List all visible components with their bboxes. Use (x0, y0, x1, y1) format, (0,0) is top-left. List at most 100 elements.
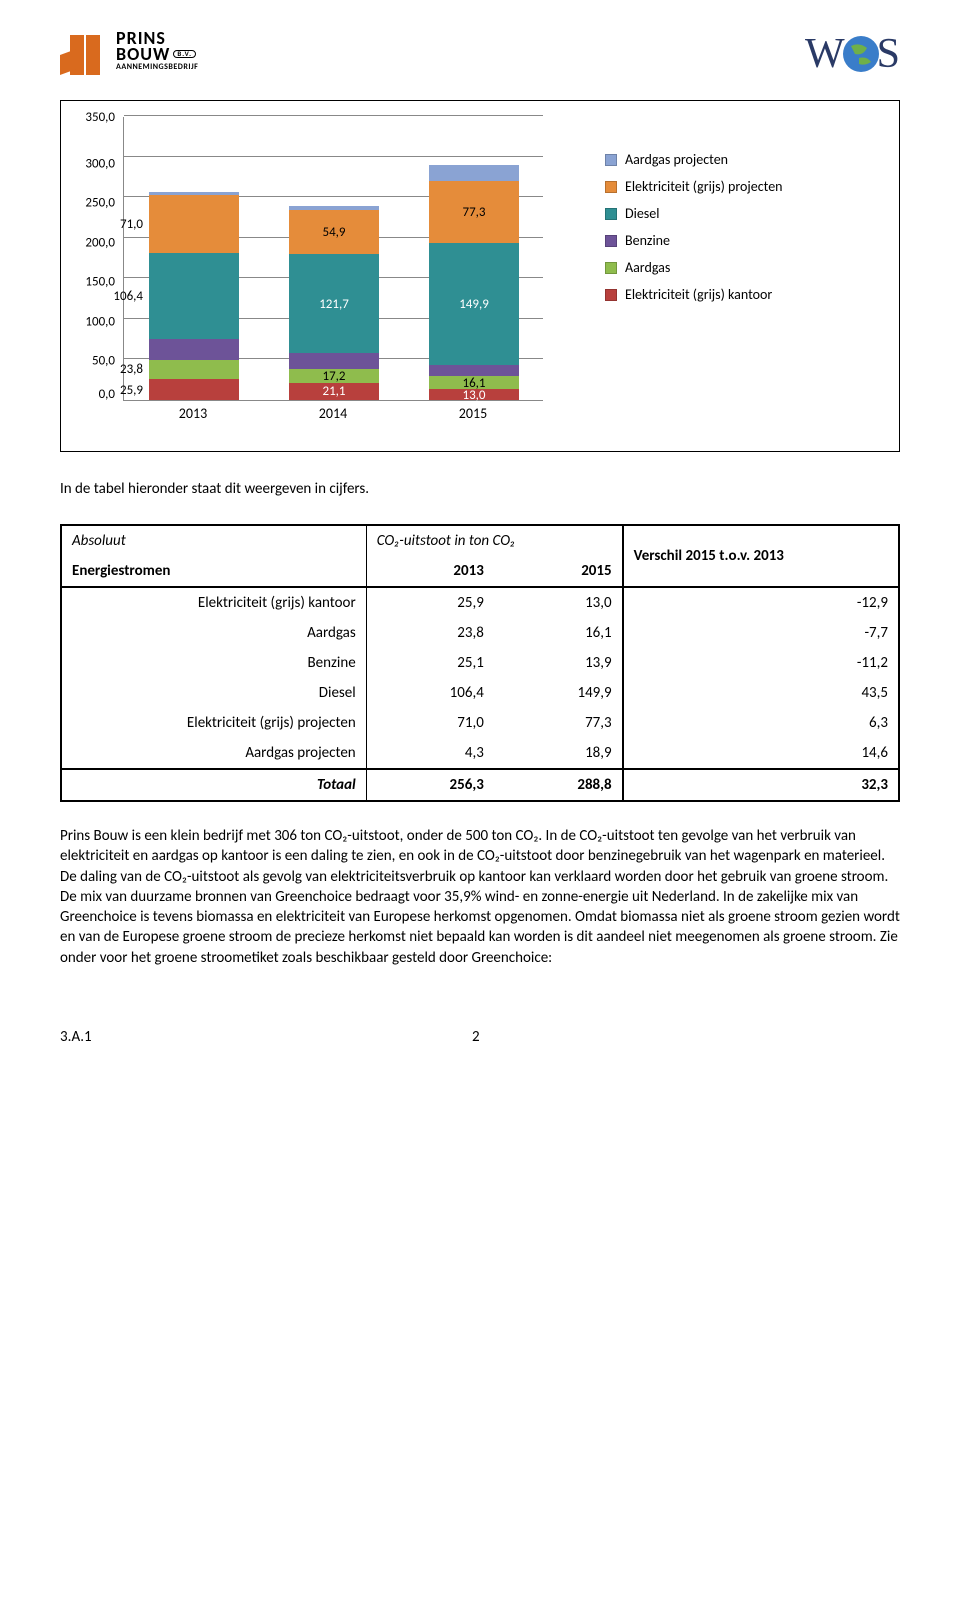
bar-label: 54,9 (322, 225, 345, 240)
seg-benzine (429, 365, 519, 376)
seg-elek_kantoor (149, 379, 239, 400)
logo-text-2: BOUW B.V. (116, 46, 198, 62)
swatch-icon (605, 289, 617, 301)
globe-icon (841, 34, 881, 74)
row-2015: 16,1 (494, 618, 623, 648)
x-label: 2013 (123, 405, 263, 422)
chart-legend: Aardgas projecten Elektriciteit (grijs) p… (591, 111, 883, 441)
bar-label: 23,8 (120, 362, 149, 377)
bar-label: 71,0 (120, 217, 149, 232)
page-footer: 3.A.1 2 (60, 1028, 900, 1046)
logo-prins-bouw: PRINS BOUW B.V. AANNEMINGSBEDRIJF (60, 30, 198, 80)
row-label: Aardgas (61, 618, 366, 648)
seg-benzine (289, 353, 379, 369)
hdr-2015: 2015 (494, 556, 623, 587)
body-paragraph: Prins Bouw is een klein bedrijf met 306 … (60, 826, 900, 968)
legend-item-elek_projecten: Elektriciteit (grijs) projecten (605, 178, 883, 195)
table-row: AbsoluutCO₂-uitstoot in ton CO₂Verschil … (61, 525, 899, 556)
legend-label: Benzine (625, 232, 670, 249)
seg-elek_projecten (149, 195, 239, 253)
bar-label: 25,9 (120, 383, 149, 398)
table-row: Diesel106,4149,943,5 (61, 678, 899, 708)
table-row: Elektriciteit (grijs) kantoor25,913,0-12… (61, 587, 899, 618)
hdr-abs: Absoluut (61, 525, 366, 556)
table-caption: In de tabel hieronder staat dit weergeve… (60, 480, 900, 498)
legend-item-aardgas_projecten: Aardgas projecten (605, 151, 883, 168)
row-diff: -12,9 (623, 587, 899, 618)
y-tick: 50,0 (71, 355, 121, 368)
bar-label: 13,0 (462, 388, 485, 403)
legend-label: Aardgas projecten (625, 151, 728, 168)
swatch-icon (605, 208, 617, 220)
y-tick: 350,0 (71, 111, 121, 124)
row-2013: 4,3 (366, 738, 494, 769)
bar-label: 21,1 (322, 384, 345, 399)
row-total-2013: 256,3 (366, 769, 494, 801)
seg-diesel (149, 253, 239, 339)
bar-label: 17,2 (322, 369, 345, 384)
row-2013: 23,8 (366, 618, 494, 648)
x-label: 2015 (403, 405, 543, 422)
row-2015: 13,0 (494, 587, 623, 618)
logo-sub: AANNEMINGSBEDRIJF (116, 62, 198, 72)
table-row: Benzine25,113,9-11,2 (61, 648, 899, 678)
row-2015: 149,9 (494, 678, 623, 708)
chart-plot: 71,0106,423,825,954,9121,717,221,177,314… (123, 117, 543, 401)
legend-label: Elektriciteit (grijs) projecten (625, 178, 783, 195)
row-2015: 18,9 (494, 738, 623, 769)
y-tick: 250,0 (71, 197, 121, 210)
y-axis: 350,0300,0250,0200,0150,0100,050,00,0 (71, 111, 121, 401)
legend-label: Diesel (625, 205, 659, 222)
table-row: Elektriciteit (grijs) projecten71,077,36… (61, 708, 899, 738)
row-2013: 71,0 (366, 708, 494, 738)
row-diff: 14,6 (623, 738, 899, 769)
bar-label: 149,9 (459, 297, 489, 312)
row-diff: 43,5 (623, 678, 899, 708)
logo-w2s: W S (805, 30, 900, 78)
seg-aardgas_projecten (149, 192, 239, 195)
swatch-icon (605, 181, 617, 193)
legend-item-aardgas: Aardgas (605, 259, 883, 276)
co2-table: AbsoluutCO₂-uitstoot in ton CO₂Verschil … (60, 524, 900, 802)
seg-aardgas (149, 360, 239, 379)
y-tick: 0,0 (71, 388, 121, 401)
x-label: 2014 (263, 405, 403, 422)
row-2013: 25,1 (366, 648, 494, 678)
seg-benzine (149, 339, 239, 359)
x-axis: 201320142015 (123, 405, 543, 422)
legend-item-diesel: Diesel (605, 205, 883, 222)
page-number: 2 (92, 1028, 860, 1046)
y-tick: 150,0 (71, 276, 121, 289)
bar-label: 106,4 (113, 289, 149, 304)
row-2013: 106,4 (366, 678, 494, 708)
row-label: Elektriciteit (grijs) projecten (61, 708, 366, 738)
y-tick: 100,0 (71, 315, 121, 328)
row-total-2015: 288,8 (494, 769, 623, 801)
y-tick: 300,0 (71, 157, 121, 170)
hdr-unit: CO₂-uitstoot in ton CO₂ (366, 525, 622, 556)
row-label: Elektriciteit (grijs) kantoor (61, 587, 366, 618)
legend-label: Elektriciteit (grijs) kantoor (625, 286, 772, 303)
legend-item-benzine: Benzine (605, 232, 883, 249)
seg-aardgas_projecten (429, 165, 519, 180)
table-row: Totaal256,3288,832,3 (61, 769, 899, 801)
footer-left: 3.A.1 (60, 1028, 92, 1046)
bar-label: 77,3 (462, 205, 485, 220)
legend-label: Aardgas (625, 259, 670, 276)
row-total-label: Totaal (61, 769, 366, 801)
swatch-icon (605, 235, 617, 247)
row-2015: 13,9 (494, 648, 623, 678)
hdr-diff: Verschil 2015 t.o.v. 2013 (623, 525, 899, 587)
row-2013: 25,9 (366, 587, 494, 618)
row-label: Aardgas projecten (61, 738, 366, 769)
row-2015: 77,3 (494, 708, 623, 738)
page-header: PRINS BOUW B.V. AANNEMINGSBEDRIJF W S (60, 30, 900, 80)
swatch-icon (605, 262, 617, 274)
table-row: Aardgas23,816,1-7,7 (61, 618, 899, 648)
building-icon (60, 30, 110, 80)
hdr-2013: 2013 (366, 556, 494, 587)
row-label: Diesel (61, 678, 366, 708)
table-row: Aardgas projecten4,318,914,6 (61, 738, 899, 769)
seg-aardgas_projecten (289, 206, 379, 210)
row-label: Benzine (61, 648, 366, 678)
